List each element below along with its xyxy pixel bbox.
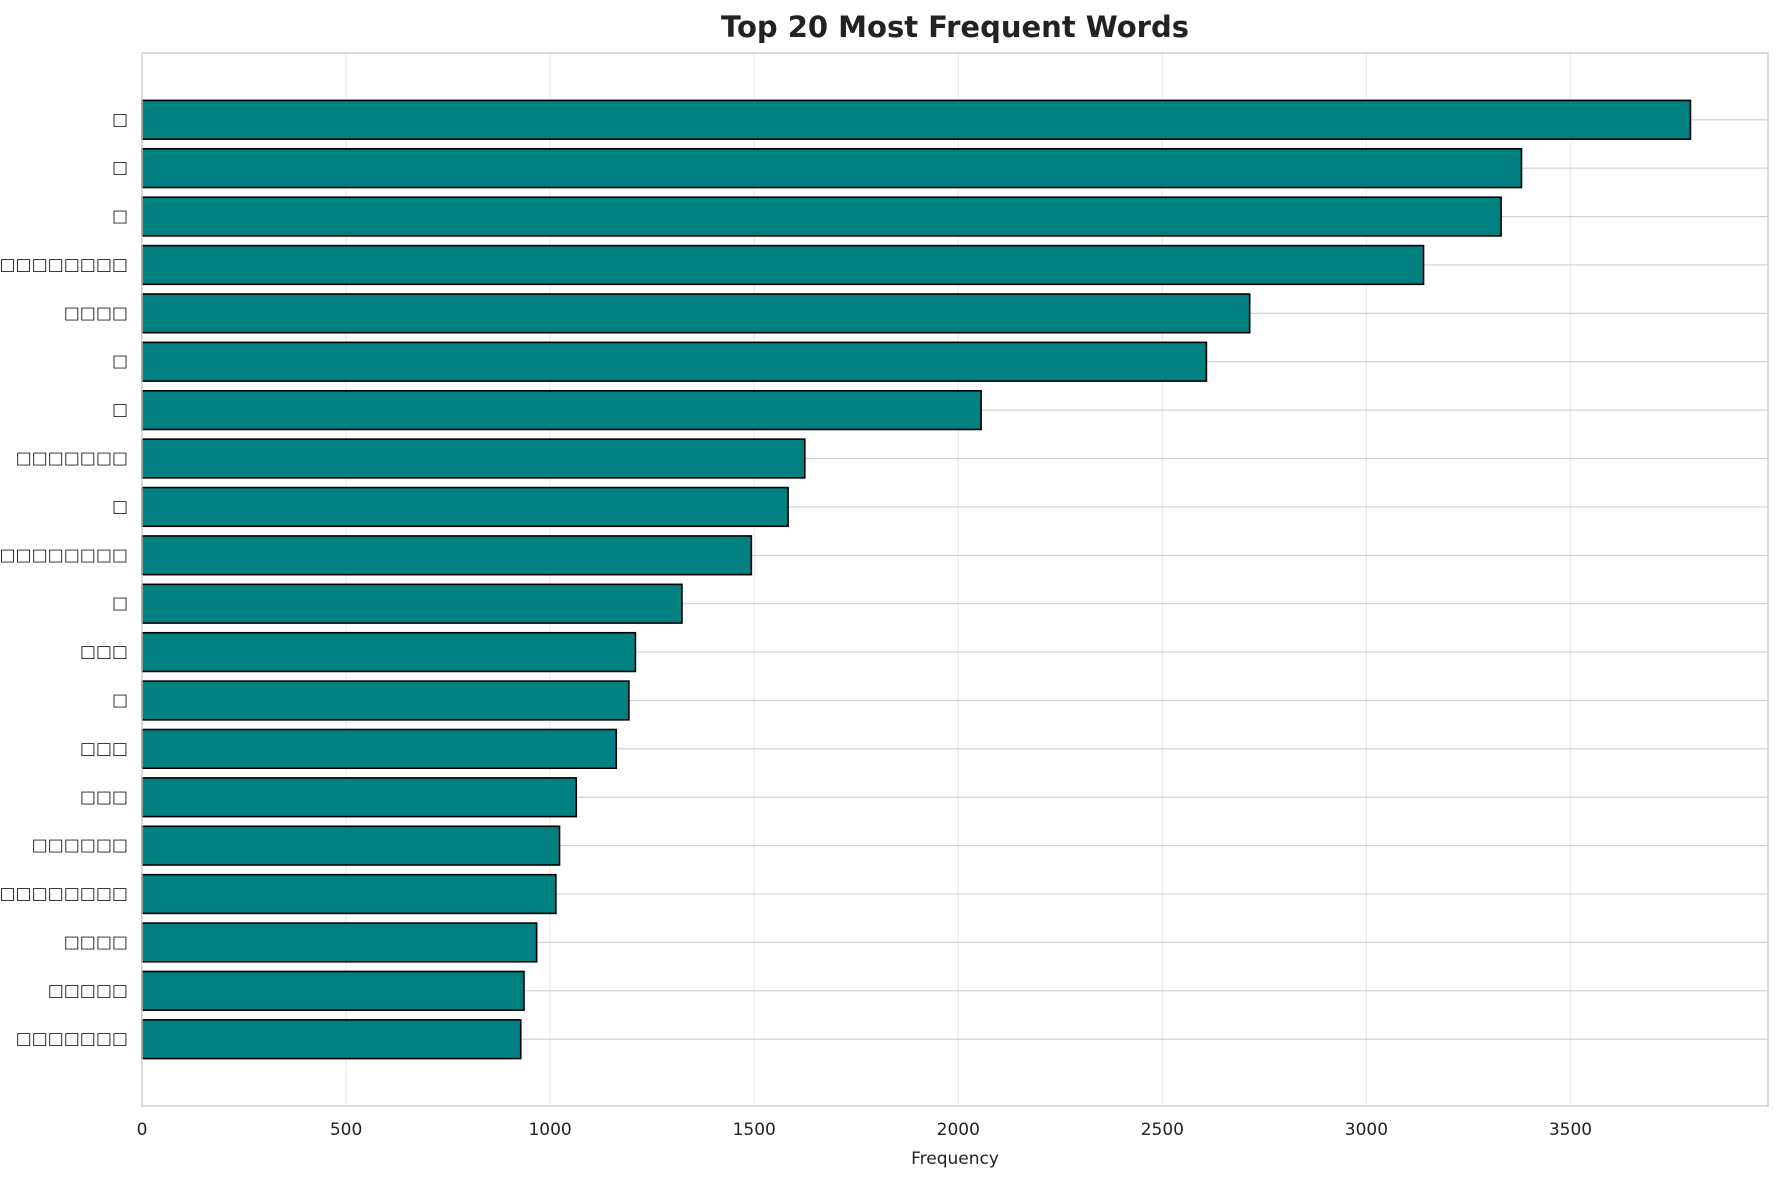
y-tick-label: □	[112, 690, 128, 710]
bar	[141, 583, 683, 624]
bar	[141, 970, 525, 1011]
bar	[141, 922, 538, 963]
y-tick-label: □	[112, 594, 128, 614]
bar	[141, 438, 806, 479]
x-tick-label: 2500	[1141, 1120, 1184, 1140]
x-tick-label: 1500	[733, 1120, 776, 1140]
x-tick-label: 3500	[1549, 1120, 1592, 1140]
bar	[141, 535, 753, 576]
plot-frame	[141, 52, 1769, 1107]
bar	[141, 293, 1251, 334]
y-tick-label: □□□	[80, 642, 128, 662]
x-tick-label: 500	[330, 1120, 362, 1140]
y-tick-label: □	[112, 158, 128, 178]
bar	[141, 873, 557, 915]
chart-title: Top 20 Most Frequent Words	[721, 10, 1189, 44]
y-tick-label: □□□□□□□	[16, 449, 128, 469]
y-tick-label: □□□	[80, 739, 128, 759]
y-tick-label: □	[112, 352, 128, 372]
y-tick-label: □□□□□	[48, 981, 128, 1001]
bar	[141, 825, 561, 866]
y-tick-label: □□□□□□□□□	[0, 884, 128, 904]
x-tick-label: 3000	[1345, 1120, 1388, 1140]
y-tick-label: □	[112, 207, 128, 227]
x-tick-label: 0	[137, 1120, 148, 1140]
y-tick-label: □□□□□□□□	[0, 255, 128, 275]
bar	[141, 728, 618, 770]
bar	[141, 341, 1208, 382]
y-tick-label: □□□□	[64, 932, 128, 952]
bar	[141, 680, 630, 721]
y-tick-label: □	[112, 110, 128, 130]
bar	[141, 631, 637, 673]
bar	[141, 244, 1425, 286]
x-tick-label: 1000	[528, 1120, 571, 1140]
bar	[141, 777, 578, 818]
y-tick-label: □□□□	[64, 303, 128, 323]
bar	[141, 99, 1692, 140]
x-axis-label: Frequency	[911, 1149, 999, 1169]
bar	[141, 1019, 522, 1060]
bar	[141, 196, 1502, 237]
bar	[141, 486, 789, 528]
y-tick-label: □□□□□□□	[16, 1029, 128, 1049]
bar	[141, 148, 1523, 189]
y-tick-label: □□□□□□□□	[0, 545, 128, 565]
y-tick-label: □	[112, 497, 128, 517]
y-tick-label: □□□	[80, 787, 128, 807]
y-tick-label: □	[112, 400, 128, 420]
bar	[141, 389, 982, 431]
x-tick-label: 2000	[937, 1120, 980, 1140]
y-tick-label: □□□□□□	[32, 836, 128, 856]
